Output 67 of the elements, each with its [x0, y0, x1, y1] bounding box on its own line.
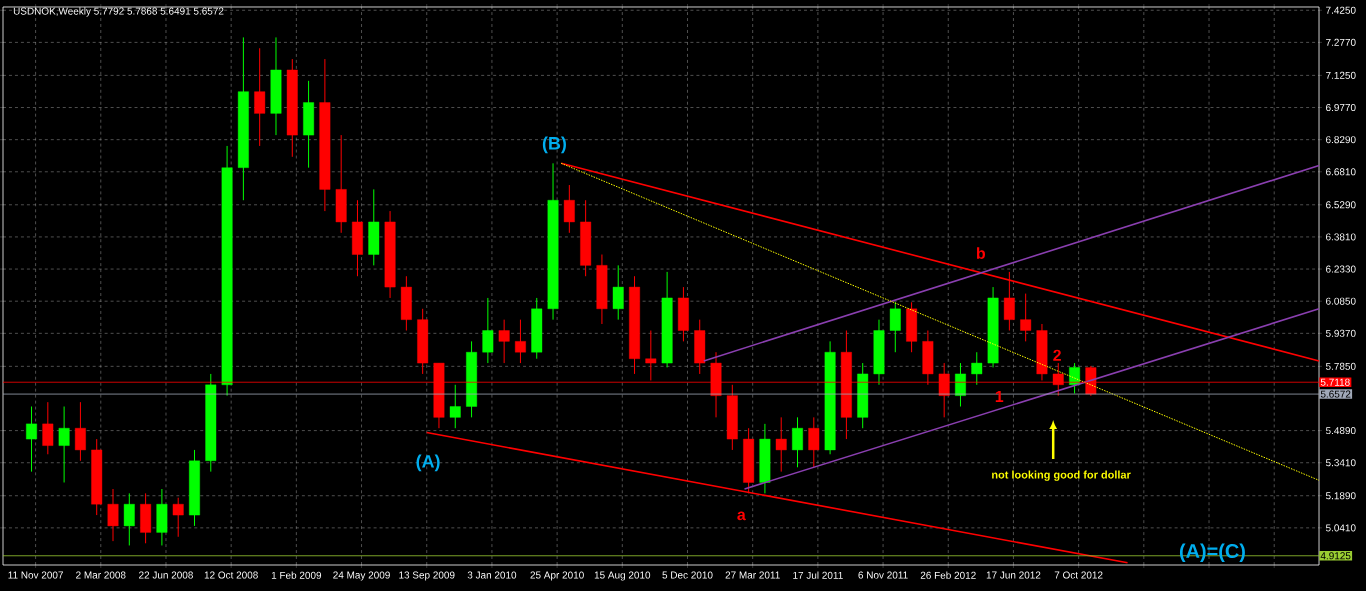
candlestick [449, 384, 461, 429]
y-tick-label: 6.5290 [1326, 201, 1356, 209]
y-tick-label: 7.1250 [1326, 71, 1356, 79]
y-tick-label: 5.7850 [1325, 362, 1356, 370]
x-tick-label: 17 Jun 2012 [986, 571, 1041, 579]
x-tick-label: 17 Jul 2011 [793, 571, 843, 579]
candlestick [971, 351, 983, 386]
annotation: (A) [416, 454, 440, 472]
candlestick [645, 330, 657, 381]
ref-line-label: 5.6572 [1320, 390, 1351, 398]
x-tick-label: 22 Jun 2008 [139, 571, 193, 579]
candlestick [123, 492, 135, 546]
y-tick-label: 6.9770 [1326, 104, 1356, 112]
candlestick [1003, 271, 1015, 332]
candlestick [172, 497, 184, 538]
y-tick-label: 6.6810 [1326, 168, 1356, 176]
annotation: b [976, 247, 986, 259]
annotation: (A)=(C) [1179, 543, 1245, 563]
candlestick [498, 319, 510, 364]
y-tick-label: 5.9370 [1325, 329, 1356, 337]
candlestick [26, 406, 37, 473]
chart-title: USDNOK,Weekly 5.7792 5.7868 5.6491 5.6572 [13, 7, 224, 17]
candlestick [808, 416, 820, 468]
candlestick [1020, 293, 1032, 342]
candlestick [792, 416, 803, 468]
candlestick [254, 47, 266, 147]
y-tick-label: 6.8290 [1326, 136, 1356, 144]
x-tick-label: 11 Nov 2007 [8, 571, 63, 579]
y-tick-label: 5.1890 [1325, 492, 1356, 500]
candlestick [775, 416, 787, 473]
annotation: 2 [1053, 349, 1061, 361]
candlestick [612, 264, 624, 321]
x-tick-label: 24 May 2009 [333, 571, 390, 581]
y-tick-label: 5.0410 [1325, 524, 1356, 532]
annotation: not looking good for dollar [992, 470, 1131, 481]
candlestick [563, 184, 575, 234]
y-tick-label: 7.4250 [1326, 6, 1356, 14]
ref-line-label: 5.7118 [1320, 378, 1350, 386]
x-tick-label: 25 Apr 2010 [530, 571, 584, 581]
candlestick [42, 401, 54, 455]
candlestick [515, 319, 526, 364]
y-tick-label: 6.3810 [1326, 233, 1356, 241]
x-tick-label: 26 Feb 2012 [920, 571, 976, 579]
candlestick [74, 401, 86, 462]
annotation: a [737, 511, 746, 521]
x-tick-label: 6 Nov 2011 [858, 571, 908, 579]
candlestick [482, 297, 494, 364]
y-tick-label: 7.2770 [1326, 38, 1356, 46]
annotation: (B) [542, 136, 566, 154]
y-tick-label: 6.0850 [1326, 297, 1356, 305]
x-tick-label: 7 Oct 2012 [1054, 571, 1103, 579]
x-tick-label: 12 Oct 2008 [204, 571, 258, 579]
x-tick-label: 15 Aug 2010 [594, 571, 651, 581]
x-tick-label: 13 Sep 2009 [399, 571, 455, 581]
y-tick-label: 5.4890 [1325, 427, 1356, 435]
x-tick-label: 1 Feb 2009 [271, 571, 322, 579]
y-tick-label: 5.3410 [1325, 459, 1356, 467]
x-tick-label: 3 Jan 2010 [467, 571, 517, 579]
x-tick-label: 27 Mar 2011 [725, 571, 780, 579]
y-tick-label: 6.2330 [1326, 265, 1356, 273]
candlestick [58, 406, 70, 483]
ref-line-label: 4.9125 [1320, 552, 1351, 560]
candlestick [889, 301, 901, 353]
x-tick-label: 5 Dec 2010 [662, 571, 713, 579]
annotation: 1 [995, 391, 1004, 402]
x-tick-label: 2 Mar 2008 [76, 571, 126, 579]
candlestick [107, 488, 119, 542]
